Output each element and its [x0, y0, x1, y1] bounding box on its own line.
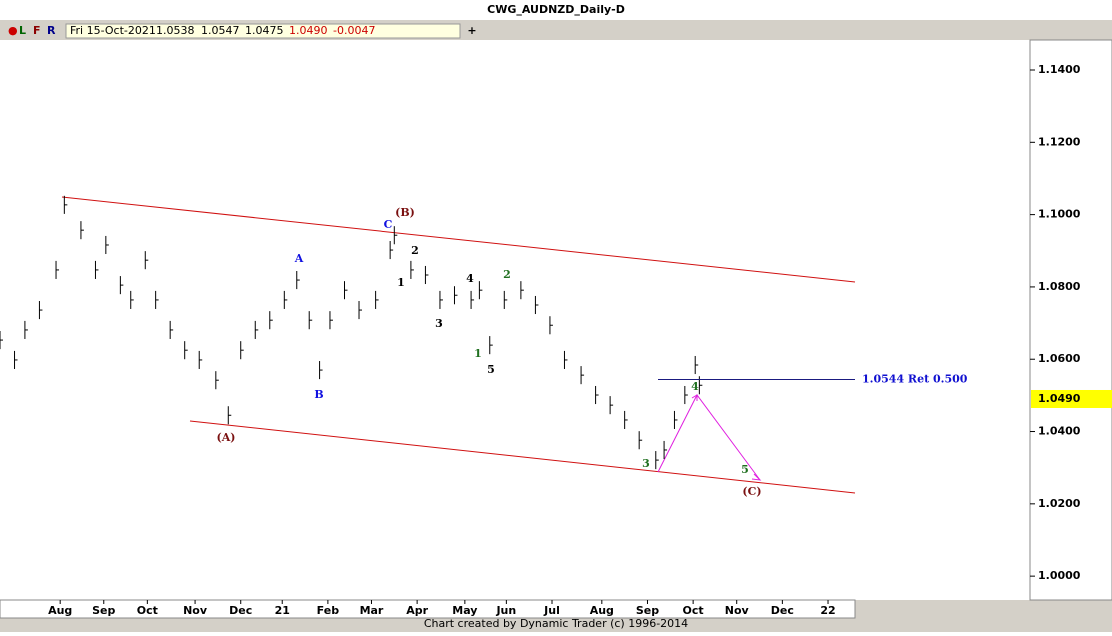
x-tick-label: Dec	[771, 604, 794, 617]
y-tick-label: 1.1200	[1038, 135, 1081, 148]
x-tick-label: May	[452, 604, 477, 617]
crosshair-button[interactable]: +	[467, 24, 476, 37]
wave-label: 4	[466, 272, 474, 285]
channel-upper	[61, 196, 856, 283]
wave-label: B	[314, 388, 323, 401]
y-tick-label: 1.1400	[1038, 63, 1081, 76]
wave-label: 4	[691, 380, 699, 393]
info-high: 1.0547	[201, 24, 240, 37]
info-date: Fri 15-Oct-2021	[70, 24, 156, 37]
wave-label: 1	[474, 347, 482, 360]
wave-label: 5	[741, 463, 749, 476]
wave-label: (B)	[395, 206, 415, 219]
x-tick-label: Jul	[543, 604, 560, 617]
x-axis	[0, 599, 856, 619]
retracement-label: 1.0544 Ret 0.500	[862, 372, 968, 385]
footer: Chart created by Dynamic Trader (c) 1996…	[424, 617, 688, 630]
wave-label: (A)	[217, 431, 236, 444]
info-low: 1.0475	[245, 24, 284, 37]
y-tick-label: 1.1000	[1038, 208, 1081, 221]
x-tick-label: Sep	[636, 604, 659, 617]
y-axis	[1029, 39, 1112, 601]
wave-label: (C)	[742, 485, 761, 498]
wave-label: A	[294, 252, 304, 265]
y-tick-label: 1.0600	[1038, 352, 1081, 365]
x-tick-label: Nov	[183, 604, 208, 617]
dot: ●	[8, 24, 18, 37]
wave-label: 3	[642, 457, 650, 470]
info-bar	[65, 23, 461, 39]
wave-label: C	[384, 218, 393, 231]
x-tick-label: Feb	[317, 604, 340, 617]
menu-l[interactable]: L	[19, 24, 26, 37]
channel-lower	[189, 420, 856, 494]
y-tick-label: 1.0400	[1038, 425, 1081, 438]
title-bar	[0, 0, 1112, 20]
info-close: 1.0490	[289, 24, 328, 37]
chart-title: CWG_AUDNZD_Daily-D	[487, 3, 625, 16]
y-tick-label: 1.0200	[1038, 497, 1081, 510]
x-tick-label: Nov	[725, 604, 750, 617]
x-tick-label: 21	[275, 604, 290, 617]
y-tick-label: 1.0000	[1038, 569, 1081, 582]
last-price-label: 1.0490	[1038, 392, 1081, 405]
x-tick-label: Jun	[495, 604, 516, 617]
x-tick-label: Oct	[137, 604, 158, 617]
x-tick-label: Dec	[229, 604, 252, 617]
x-tick-label: Sep	[92, 604, 115, 617]
plot-area	[0, 40, 1030, 600]
x-tick-label: Aug	[48, 604, 72, 617]
x-tick-label: 22	[820, 604, 835, 617]
menu-f[interactable]: F	[33, 24, 41, 37]
info-change: -0.0047	[333, 24, 375, 37]
x-tick-label: Mar	[360, 604, 384, 617]
x-tick-label: Oct	[683, 604, 704, 617]
arrow-heads	[691, 394, 762, 481]
wave-label: 2	[411, 244, 419, 257]
last-price-box	[1031, 389, 1112, 408]
wave-label: 3	[435, 317, 443, 330]
y-tick-label: 1.0800	[1038, 280, 1081, 293]
wave-label: 2	[503, 268, 511, 281]
x-tick-label: Apr	[406, 604, 428, 617]
wave-label: 5	[487, 363, 495, 376]
x-tick-label: Aug	[590, 604, 614, 617]
wave-label: 1	[397, 276, 405, 289]
info-open: 1.0538	[156, 24, 195, 37]
menu-r[interactable]: R	[47, 24, 56, 37]
